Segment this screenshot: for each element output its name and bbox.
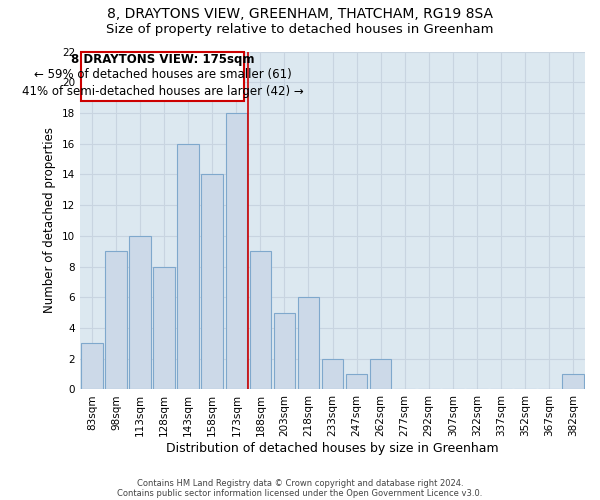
Text: Contains public sector information licensed under the Open Government Licence v3: Contains public sector information licen… [118,488,482,498]
Bar [105,251,127,390]
Text: Size of property relative to detached houses in Greenham: Size of property relative to detached ho… [106,22,494,36]
FancyBboxPatch shape [81,52,244,100]
Bar [81,344,103,390]
Bar [250,251,271,390]
Bar [562,374,584,390]
Y-axis label: Number of detached properties: Number of detached properties [43,128,56,314]
Bar [346,374,367,390]
Text: 8 DRAYTONS VIEW: 175sqm: 8 DRAYTONS VIEW: 175sqm [71,52,254,66]
Bar [322,358,343,390]
Bar [178,144,199,390]
X-axis label: Distribution of detached houses by size in Greenham: Distribution of detached houses by size … [166,442,499,455]
Text: Contains HM Land Registry data © Crown copyright and database right 2024.: Contains HM Land Registry data © Crown c… [137,478,463,488]
Bar [274,312,295,390]
Bar [202,174,223,390]
Bar [154,266,175,390]
Text: 41% of semi-detached houses are larger (42) →: 41% of semi-detached houses are larger (… [22,85,303,98]
Bar [226,113,247,390]
Text: ← 59% of detached houses are smaller (61): ← 59% of detached houses are smaller (61… [34,68,291,81]
Text: 8, DRAYTONS VIEW, GREENHAM, THATCHAM, RG19 8SA: 8, DRAYTONS VIEW, GREENHAM, THATCHAM, RG… [107,8,493,22]
Bar [130,236,151,390]
Bar [298,298,319,390]
Bar [370,358,391,390]
